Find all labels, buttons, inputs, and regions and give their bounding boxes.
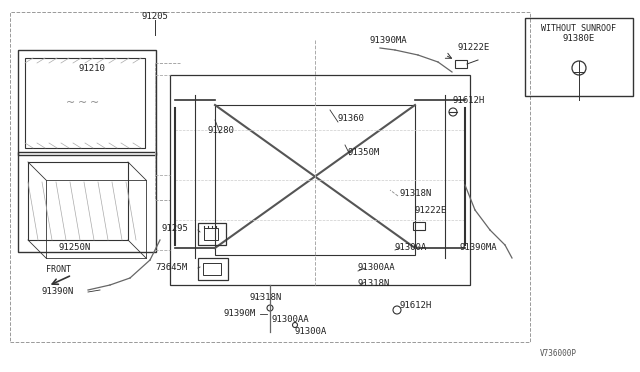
Bar xyxy=(170,75,470,285)
Bar xyxy=(525,18,633,96)
Text: ~: ~ xyxy=(90,98,99,108)
Text: 91300AA: 91300AA xyxy=(272,315,310,324)
Bar xyxy=(18,50,156,155)
Text: 91612H: 91612H xyxy=(400,301,432,310)
Text: FRONT: FRONT xyxy=(45,266,70,275)
Text: 91390MA: 91390MA xyxy=(460,244,498,253)
Text: 91210: 91210 xyxy=(79,64,106,73)
Bar xyxy=(28,162,128,240)
Text: 91300A: 91300A xyxy=(295,327,327,337)
Text: 91390N: 91390N xyxy=(42,288,74,296)
Bar xyxy=(10,12,530,342)
Bar xyxy=(203,263,221,275)
Text: 91222E: 91222E xyxy=(415,205,447,215)
Text: 91390M: 91390M xyxy=(224,310,256,318)
Text: 91360: 91360 xyxy=(338,113,365,122)
Text: 91350M: 91350M xyxy=(348,148,380,157)
Text: V736000P: V736000P xyxy=(540,350,577,359)
Text: 91250N: 91250N xyxy=(59,244,91,253)
Text: 91390MA: 91390MA xyxy=(370,35,408,45)
Text: ~: ~ xyxy=(77,98,86,108)
Text: WITHOUT SUNROOF: WITHOUT SUNROOF xyxy=(541,23,616,32)
Text: 91295: 91295 xyxy=(161,224,188,232)
Bar xyxy=(198,223,226,245)
Text: ~: ~ xyxy=(65,98,75,108)
Text: 91612H: 91612H xyxy=(453,96,485,105)
Bar xyxy=(204,228,218,240)
Text: 91280: 91280 xyxy=(208,125,235,135)
Bar xyxy=(215,105,415,255)
Text: 91205: 91205 xyxy=(141,12,168,20)
Bar xyxy=(25,58,145,148)
Text: 91318N: 91318N xyxy=(400,189,432,198)
Bar xyxy=(455,60,467,68)
Text: 91318N: 91318N xyxy=(358,279,390,288)
Bar xyxy=(413,222,425,230)
Bar xyxy=(18,152,156,252)
Text: 73645M: 73645M xyxy=(156,263,188,273)
Bar xyxy=(198,258,228,280)
Text: 91318N: 91318N xyxy=(250,292,282,301)
Text: 91222E: 91222E xyxy=(458,42,490,51)
Text: 91380E: 91380E xyxy=(563,33,595,42)
Text: 91300AA: 91300AA xyxy=(358,263,396,273)
Text: 91300A: 91300A xyxy=(395,244,428,253)
